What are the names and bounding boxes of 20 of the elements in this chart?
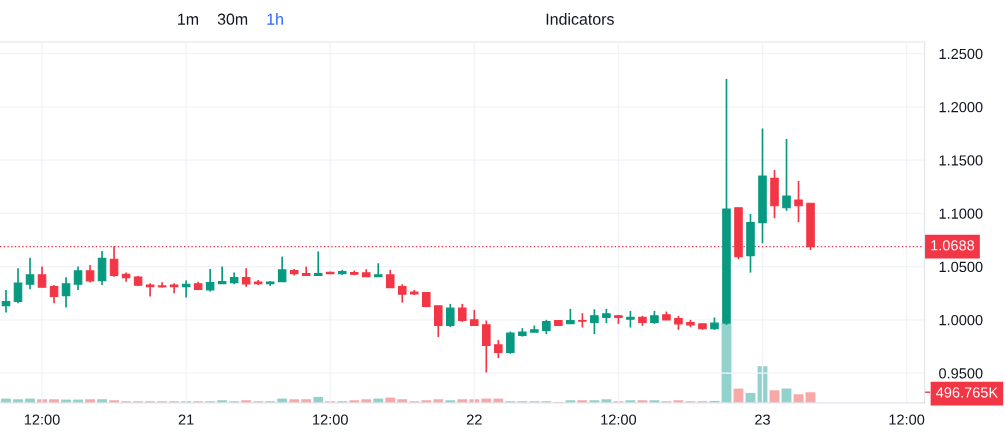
y-tick-label: 1.2500 (939, 48, 983, 60)
y-tick-label: 1.2000 (939, 102, 983, 113)
text: 1m (178, 13, 199, 25)
text: 30m (217, 13, 248, 25)
ref-line-label: 1.0688 (931, 240, 975, 251)
text: 1h (267, 13, 283, 25)
text: Indicators (546, 13, 614, 25)
x-tick-label: 21 (178, 414, 194, 425)
x-tick-label: 12:00 (313, 414, 348, 425)
x-tick-label: 22 (466, 414, 482, 425)
y-tick-label: 1.1500 (939, 155, 983, 166)
x-tick-label: 12:00 (601, 414, 637, 425)
y2-tick-label: 496.765K (936, 387, 998, 398)
y-tick-label: 1.0000 (939, 314, 983, 326)
y-tick-label: 1.1000 (939, 208, 983, 219)
y-tick-label: 1.0500 (939, 261, 983, 273)
x-tick-label: 12:00 (889, 414, 925, 425)
y-tick-label: 0.9500 (939, 368, 983, 379)
x-tick-label: 23 (755, 414, 770, 425)
x-tick-label: 12:00 (24, 414, 60, 425)
